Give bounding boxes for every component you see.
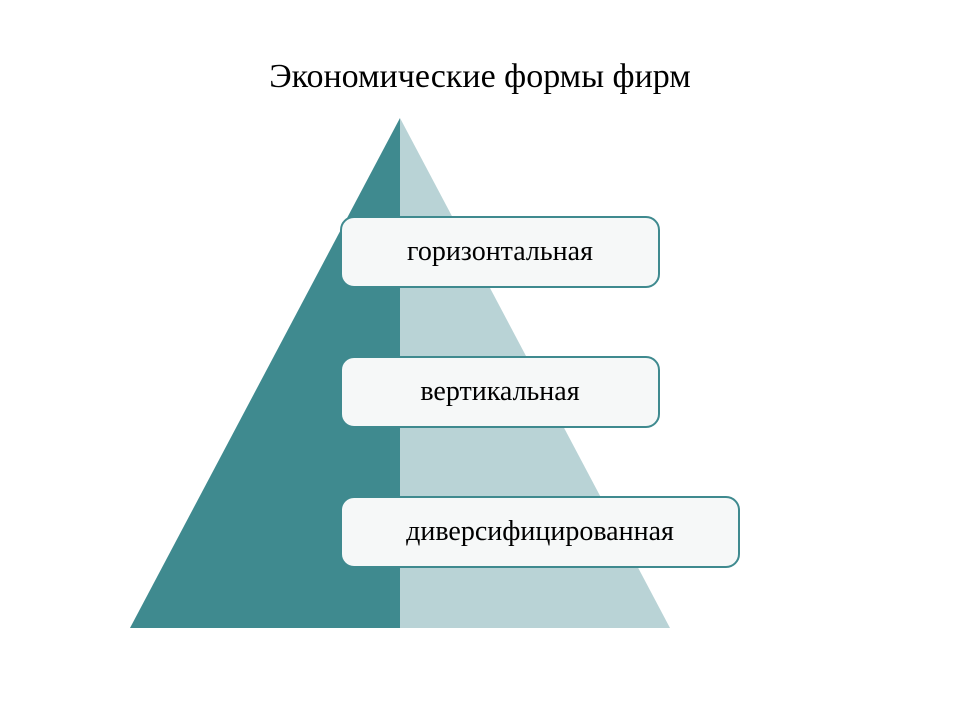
pyramid-level-3: диверсифицированная (340, 496, 740, 568)
pyramid-level-2: вертикальная (340, 356, 660, 428)
pyramid-level-2-label: вертикальная (420, 376, 579, 408)
diagram-stage: Экономические формы фирм горизонтальная … (0, 0, 960, 720)
diagram-title: Экономические формы фирм (0, 58, 960, 96)
pyramid-level-1: горизонтальная (340, 216, 660, 288)
pyramid-level-1-label: горизонтальная (407, 236, 593, 268)
pyramid-level-3-label: диверсифицированная (406, 516, 674, 548)
